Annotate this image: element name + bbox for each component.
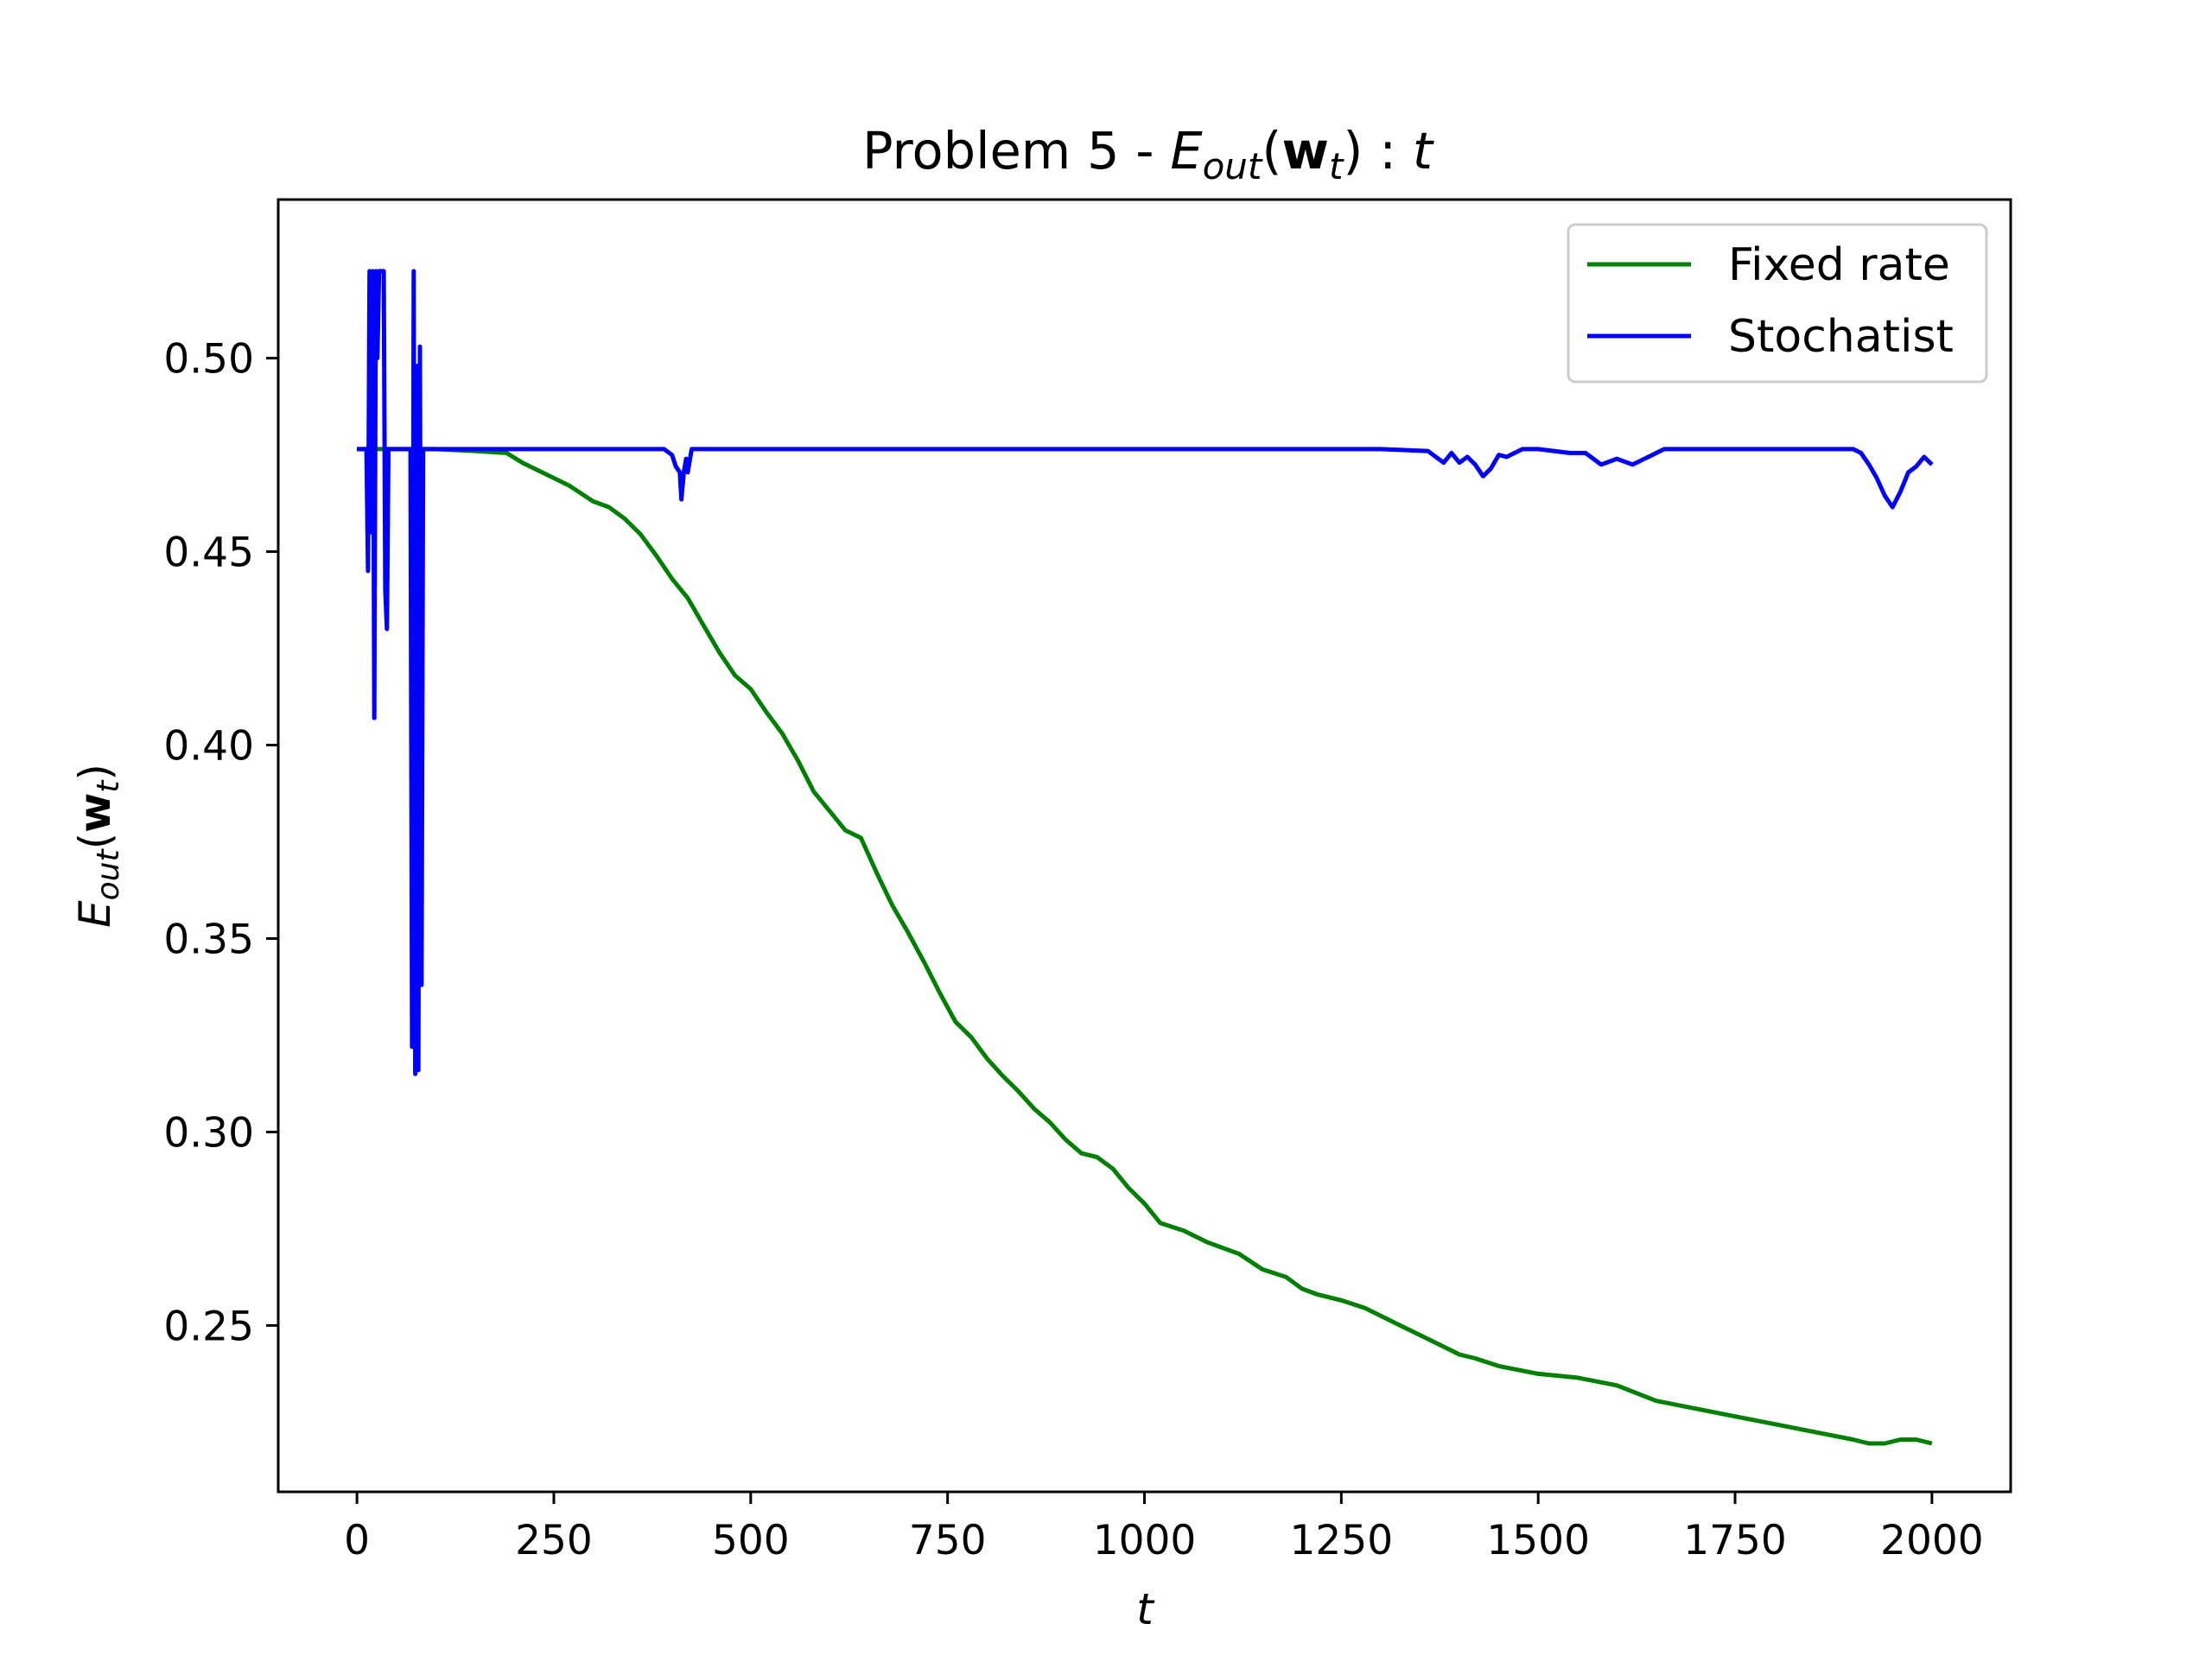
- ylabel-open-paren: (: [70, 833, 120, 850]
- title-e: E: [1170, 121, 1203, 181]
- y-tick-label: 0.25: [163, 1303, 254, 1350]
- x-tick-label: 1000: [1093, 1517, 1197, 1564]
- ylabel-e-subscript: out: [91, 848, 126, 901]
- y-tick-label: 0.35: [163, 916, 254, 963]
- series-layer: [357, 269, 1934, 1446]
- title-w: w: [1281, 121, 1329, 181]
- title-colon: :: [1363, 121, 1412, 181]
- x-tick-label: 0: [344, 1517, 370, 1564]
- series-line-stochatist: [357, 269, 1934, 1076]
- x-axis: 0 250 500 750 1000 1250 1500 1750 2000: [344, 1492, 1984, 1564]
- y-axis: 0.25 0.30 0.35 0.40 0.45 0.50: [163, 336, 278, 1350]
- ylabel-w: w: [70, 793, 120, 833]
- x-tick-label: 750: [909, 1517, 987, 1564]
- x-tick-label: 1250: [1290, 1517, 1394, 1564]
- legend-label-stochatist: Stochatist: [1728, 311, 1954, 363]
- y-tick-label: 0.40: [163, 723, 254, 771]
- title-open-paren: (: [1262, 121, 1281, 181]
- ylabel-e: E: [70, 900, 120, 928]
- x-tick-label: 1750: [1683, 1517, 1787, 1564]
- title-t: t: [1413, 121, 1434, 181]
- title-e-subscript: out: [1203, 145, 1263, 187]
- y-tick-label: 0.45: [163, 530, 254, 577]
- title-prefix: Problem 5 -: [862, 121, 1170, 181]
- x-axis-label: t: [1136, 1584, 1155, 1634]
- ylabel-w-subscript: t: [91, 779, 126, 793]
- y-axis-label: Eout(wt): [70, 764, 126, 928]
- ylabel-close-paren: ): [70, 764, 120, 781]
- x-tick-label: 2000: [1880, 1517, 1984, 1564]
- series-line-fixed-rate: [357, 447, 1933, 1446]
- legend-label-fixed-rate: Fixed rate: [1728, 239, 1950, 291]
- title-w-subscript: t: [1329, 145, 1344, 187]
- x-tick-label: 500: [712, 1517, 790, 1564]
- y-tick-label: 0.50: [163, 336, 254, 384]
- x-tick-label: 1500: [1486, 1517, 1590, 1564]
- chart-title: Problem 5 - Eout(wt) : t: [862, 121, 1434, 187]
- x-tick-label: 250: [515, 1517, 593, 1564]
- legend: Fixed rate Stochatist: [1567, 223, 1988, 384]
- title-close-paren: ): [1343, 121, 1363, 181]
- y-tick-label: 0.30: [163, 1109, 254, 1157]
